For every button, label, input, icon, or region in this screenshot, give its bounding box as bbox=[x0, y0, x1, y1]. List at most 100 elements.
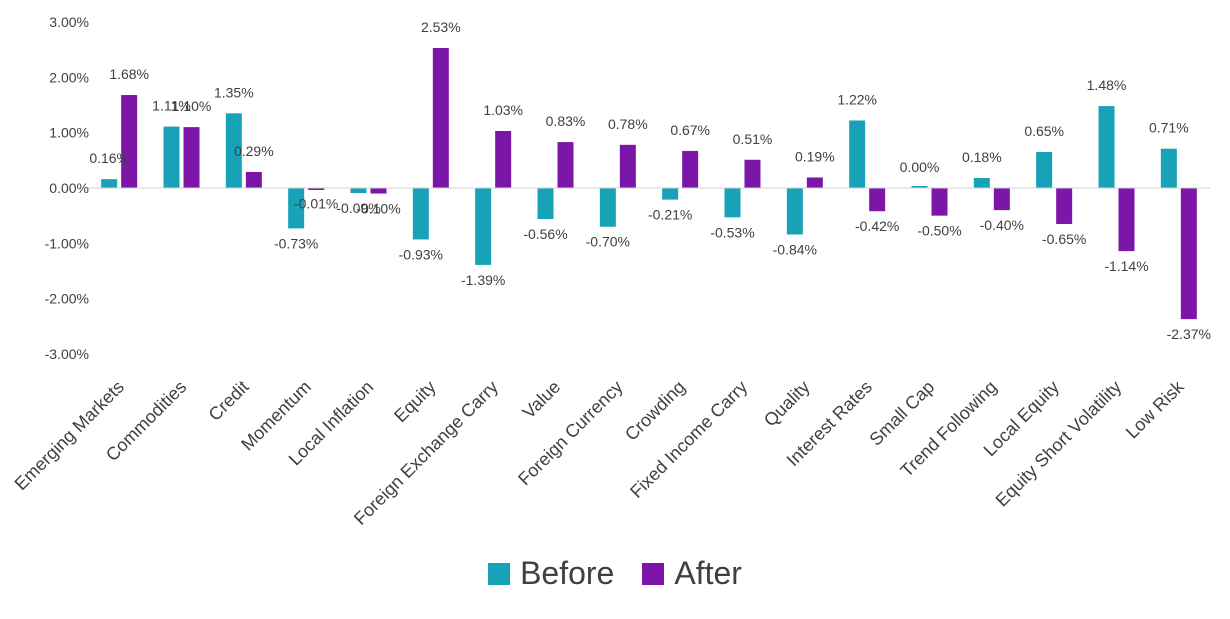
category-label: Credit bbox=[205, 377, 253, 425]
bar-chart: 3.00% 2.00% 1.00% 0.00% -1.00% -2.00% -3.00% 0… bbox=[11, 14, 1211, 529]
data-label-after-4: -0.10% bbox=[356, 201, 400, 217]
bar-after-17 bbox=[1180, 188, 1197, 320]
y-tick-label: -1.00% bbox=[45, 235, 89, 251]
data-label-before-5: -0.93% bbox=[399, 246, 443, 262]
category-label: Emerging Markets bbox=[11, 377, 128, 494]
data-label-before-1: 1.11% bbox=[152, 98, 191, 114]
bar-after-6 bbox=[495, 131, 512, 188]
data-label-before-0: 0.16% bbox=[89, 150, 129, 166]
bar-before-0 bbox=[101, 179, 118, 188]
data-label-before-12: 1.22% bbox=[837, 91, 877, 107]
data-label-before-2: 1.35% bbox=[214, 84, 254, 100]
data-label-before-8: -0.70% bbox=[586, 234, 630, 250]
bar-after-5 bbox=[432, 48, 449, 188]
category-label: Fixed Income Carry bbox=[626, 377, 751, 502]
data-label-after-7: 0.83% bbox=[546, 113, 586, 129]
data-label-before-13: 0.00% bbox=[900, 159, 940, 175]
bar-before-17 bbox=[1160, 148, 1177, 188]
category-label: Low Risk bbox=[1122, 376, 1188, 442]
data-label-before-17: 0.71% bbox=[1149, 120, 1189, 136]
data-label-before-9: -0.21% bbox=[648, 207, 692, 223]
bar-after-9 bbox=[682, 150, 699, 188]
y-axis: 3.00% 2.00% 1.00% 0.00% -1.00% -2.00% -3.00% bbox=[45, 14, 89, 362]
data-label-before-6: -1.39% bbox=[461, 272, 505, 288]
category-label: Value bbox=[519, 377, 565, 423]
bar-before-9 bbox=[662, 188, 679, 200]
bar-after-12 bbox=[869, 188, 886, 212]
y-tick-label: 2.00% bbox=[49, 69, 89, 85]
bar-after-2 bbox=[245, 171, 262, 188]
data-label-after-5: 2.53% bbox=[421, 19, 461, 35]
category-label: Quality bbox=[760, 377, 814, 431]
bar-before-5 bbox=[412, 188, 429, 240]
bar-after-15 bbox=[1056, 188, 1073, 224]
data-label-before-4: -0.09% bbox=[336, 200, 380, 216]
y-tick-label: 1.00% bbox=[49, 125, 89, 141]
bar-after-8 bbox=[619, 144, 636, 188]
bar-before-6 bbox=[475, 188, 492, 265]
bar-before-15 bbox=[1036, 152, 1053, 188]
bar-before-10 bbox=[724, 188, 741, 218]
data-label-after-11: 0.19% bbox=[795, 148, 835, 164]
legend-item-before: Before bbox=[488, 555, 614, 592]
bar-before-14 bbox=[973, 178, 990, 188]
data-label-after-15: -0.65% bbox=[1042, 231, 1086, 247]
data-label-before-10: -0.53% bbox=[710, 224, 754, 240]
y-tick-label: 3.00% bbox=[49, 14, 89, 30]
y-tick-label: -3.00% bbox=[45, 346, 89, 362]
bar-after-3 bbox=[308, 188, 325, 190]
data-label-after-2: 0.29% bbox=[234, 143, 274, 159]
y-tick-label: -2.00% bbox=[45, 291, 89, 307]
data-label-after-9: 0.67% bbox=[670, 122, 710, 138]
bar-before-8 bbox=[599, 188, 616, 227]
legend-swatch-before bbox=[488, 562, 511, 585]
data-label-after-10: 0.51% bbox=[733, 131, 773, 147]
data-label-before-11: -0.84% bbox=[773, 241, 817, 257]
bar-after-14 bbox=[993, 188, 1010, 211]
data-label-after-8: 0.78% bbox=[608, 116, 648, 132]
category-label: Equity bbox=[390, 377, 440, 427]
data-label-after-0: 1.68% bbox=[109, 66, 149, 82]
data-label-after-14: -0.40% bbox=[980, 217, 1024, 233]
bar-before-3 bbox=[288, 188, 305, 229]
bar-before-7 bbox=[537, 188, 554, 219]
data-label-after-6: 1.03% bbox=[483, 102, 523, 118]
bar-before-16 bbox=[1098, 106, 1115, 188]
legend-swatch-after bbox=[642, 562, 665, 585]
bar-after-1 bbox=[183, 127, 200, 188]
data-label-after-13: -0.50% bbox=[917, 223, 961, 239]
bar-after-16 bbox=[1118, 188, 1135, 252]
bar-after-0 bbox=[121, 95, 138, 188]
data-label-after-16: -1.14% bbox=[1104, 258, 1148, 274]
bars bbox=[101, 48, 1197, 320]
legend-label-after: After bbox=[674, 555, 742, 591]
data-label-before-15: 0.65% bbox=[1024, 123, 1064, 139]
bar-before-4 bbox=[350, 188, 367, 193]
bar-before-13 bbox=[911, 186, 928, 188]
data-label-after-12: -0.42% bbox=[855, 218, 899, 234]
category-label: Foreign Currency bbox=[514, 377, 626, 489]
legend: Before After bbox=[0, 555, 1230, 592]
bar-before-2 bbox=[225, 113, 242, 188]
legend-item-after: After bbox=[642, 555, 742, 592]
data-label-after-1: 1.10% bbox=[172, 98, 212, 114]
category-label: Equity Short Volatility bbox=[992, 377, 1126, 511]
bar-after-10 bbox=[744, 159, 761, 188]
bar-before-12 bbox=[849, 120, 866, 188]
bar-after-4 bbox=[370, 188, 387, 194]
data-label-before-16: 1.48% bbox=[1087, 77, 1127, 93]
data-labels: 0.16% 1.68%1.11%1.10%1.35% 0.29% -0.73% -0.0… bbox=[89, 19, 1211, 342]
legend-label-before: Before bbox=[520, 555, 615, 591]
data-label-after-3: -0.01% bbox=[294, 196, 338, 212]
data-label-before-7: -0.56% bbox=[523, 226, 567, 242]
bar-before-11 bbox=[786, 188, 803, 235]
data-label-before-14: 0.18% bbox=[962, 149, 1002, 165]
y-tick-label: 0.00% bbox=[49, 180, 89, 196]
bar-before-1 bbox=[163, 126, 180, 188]
bar-after-13 bbox=[931, 188, 948, 216]
data-label-after-17: -2.37% bbox=[1167, 326, 1211, 342]
bar-after-7 bbox=[557, 142, 574, 188]
data-label-before-3: -0.73% bbox=[274, 235, 318, 251]
bar-after-11 bbox=[806, 177, 823, 188]
